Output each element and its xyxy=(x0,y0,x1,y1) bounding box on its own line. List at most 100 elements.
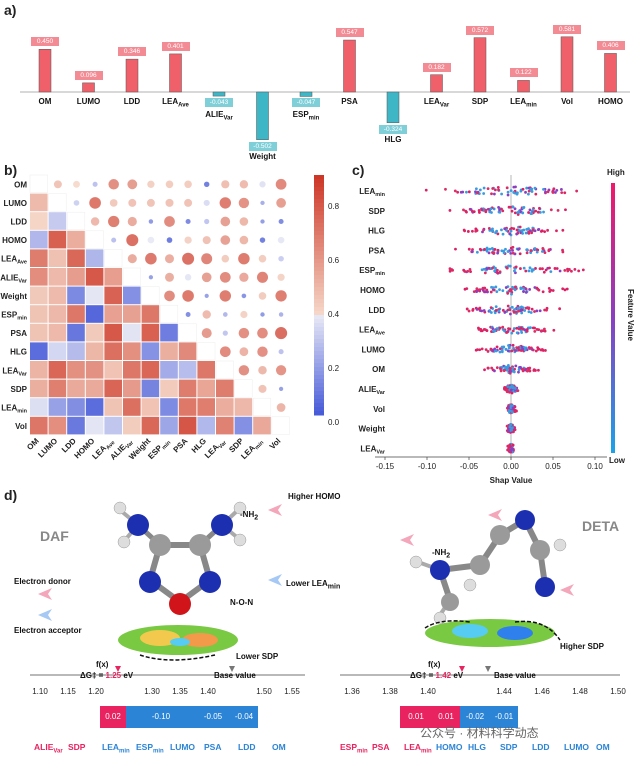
heat-circle xyxy=(259,181,266,188)
heat-row-label: OM xyxy=(14,180,27,189)
force-pos-segment: 0.01 xyxy=(400,706,432,728)
heat-circle xyxy=(127,179,138,190)
shap-dot xyxy=(484,348,488,352)
heat-circle xyxy=(278,312,284,317)
shap-dot xyxy=(519,189,523,193)
shap-dot xyxy=(482,309,486,312)
shap-dot xyxy=(493,329,497,333)
shap-dot xyxy=(497,210,501,214)
shap-beeswarm: LEAmin SDP HLG PSA ESPmin HOMO LDD LEAAve LUMO OM… xyxy=(358,168,635,485)
bar-2 xyxy=(125,58,139,93)
colorbar-tick: 0.4 xyxy=(328,310,340,319)
shap-dot xyxy=(551,191,555,194)
shap-dot xyxy=(581,268,585,272)
shap-dot xyxy=(504,247,507,251)
heat-cell xyxy=(67,398,85,416)
shap-dot xyxy=(488,247,492,251)
heat-cell xyxy=(123,416,141,435)
shap-dot xyxy=(533,247,537,250)
heat-col-label: ESPmin xyxy=(146,436,172,462)
bar-value-5: -0.502 xyxy=(248,141,277,151)
right-force-tick: 1.50 xyxy=(610,687,626,696)
heat-cell xyxy=(85,361,104,379)
shap-x-tick: 0.00 xyxy=(503,462,519,471)
bar-9 xyxy=(430,74,443,93)
daf-molecule xyxy=(113,501,247,615)
shap-dot xyxy=(508,289,512,293)
shap-dot xyxy=(467,190,471,194)
shap-dot xyxy=(511,406,515,410)
heat-cell xyxy=(85,249,104,267)
shap-dot xyxy=(517,309,521,313)
shap-dot xyxy=(539,329,543,333)
shap-dot xyxy=(494,231,497,235)
deta-molecule xyxy=(409,510,567,625)
shap-dot xyxy=(504,365,507,369)
electron-acceptor-label: Electron acceptor xyxy=(14,626,82,635)
shap-dot xyxy=(510,391,514,395)
shap-dot xyxy=(500,345,504,349)
bar-label-4: ALIEVar xyxy=(205,110,233,122)
heat-circle xyxy=(203,199,210,206)
shap-dot xyxy=(482,228,485,232)
shap-dot xyxy=(462,268,466,272)
heat-circle xyxy=(165,272,174,282)
shap-dot xyxy=(510,209,514,213)
shap-dot xyxy=(482,267,486,271)
colorbar-tick: 0.6 xyxy=(328,256,340,265)
shap-dot xyxy=(486,247,489,251)
heat-cell xyxy=(197,361,215,379)
shap-feature-label: ALIEVar xyxy=(358,385,386,396)
shap-dot xyxy=(511,245,515,249)
shap-dot xyxy=(498,326,502,330)
colorbar-tick: 0.8 xyxy=(328,202,340,211)
shap-dot xyxy=(527,192,530,196)
shap-dot xyxy=(528,326,531,330)
shap-dot xyxy=(525,328,529,331)
heat-circle xyxy=(204,293,209,298)
shap-dot xyxy=(543,251,547,254)
bar-value-1: 0.096 xyxy=(74,70,103,80)
bar-value-12: 0.581 xyxy=(553,24,581,34)
shap-dot xyxy=(510,331,514,335)
heat-cell xyxy=(104,268,122,286)
panel-d-molecules: 1.10 1.15 1.20 1.30 1.35 1.40 1.50 1.55 1.36 1.3… xyxy=(30,501,626,696)
shap-dot xyxy=(510,292,513,296)
shap-dot xyxy=(566,269,570,273)
heat-circle xyxy=(164,254,175,264)
shap-dot xyxy=(517,247,520,251)
deta-esp-surface xyxy=(424,619,561,647)
shap-dot xyxy=(489,347,493,351)
shap-dot xyxy=(561,250,565,254)
heat-cell xyxy=(141,361,160,379)
heat-circle xyxy=(275,178,287,190)
heat-circle xyxy=(165,180,174,189)
heat-row-label: LUMO xyxy=(3,199,27,208)
donor-arrow xyxy=(38,588,52,600)
shap-dot xyxy=(523,348,527,352)
heat-cell xyxy=(30,249,48,267)
shap-dot xyxy=(511,248,514,252)
shap-dot xyxy=(474,187,478,191)
heat-circle xyxy=(241,293,247,299)
heat-circle xyxy=(278,218,284,225)
shap-dot xyxy=(553,267,557,270)
shap-dot xyxy=(480,208,484,212)
shap-dot xyxy=(537,288,541,292)
shap-dot xyxy=(522,290,525,293)
bar-label-13: HOMO xyxy=(598,97,623,106)
heat-cell xyxy=(67,416,85,435)
right-fx-label: f(x) xyxy=(428,660,441,669)
shap-dot xyxy=(523,328,527,332)
left-dg-label: ΔG‡ = 1.25 eV xyxy=(80,671,134,680)
shap-dot xyxy=(496,251,500,255)
heat-row-label: HLG xyxy=(10,348,27,357)
shap-dot xyxy=(482,186,486,190)
heat-cell xyxy=(104,379,122,398)
heat-circle xyxy=(128,198,137,207)
heat-circle xyxy=(219,271,231,283)
heat-cell xyxy=(178,416,197,435)
shap-dot xyxy=(513,269,516,273)
shap-feature-label: LUMO xyxy=(361,345,385,354)
shap-dot xyxy=(556,208,560,212)
